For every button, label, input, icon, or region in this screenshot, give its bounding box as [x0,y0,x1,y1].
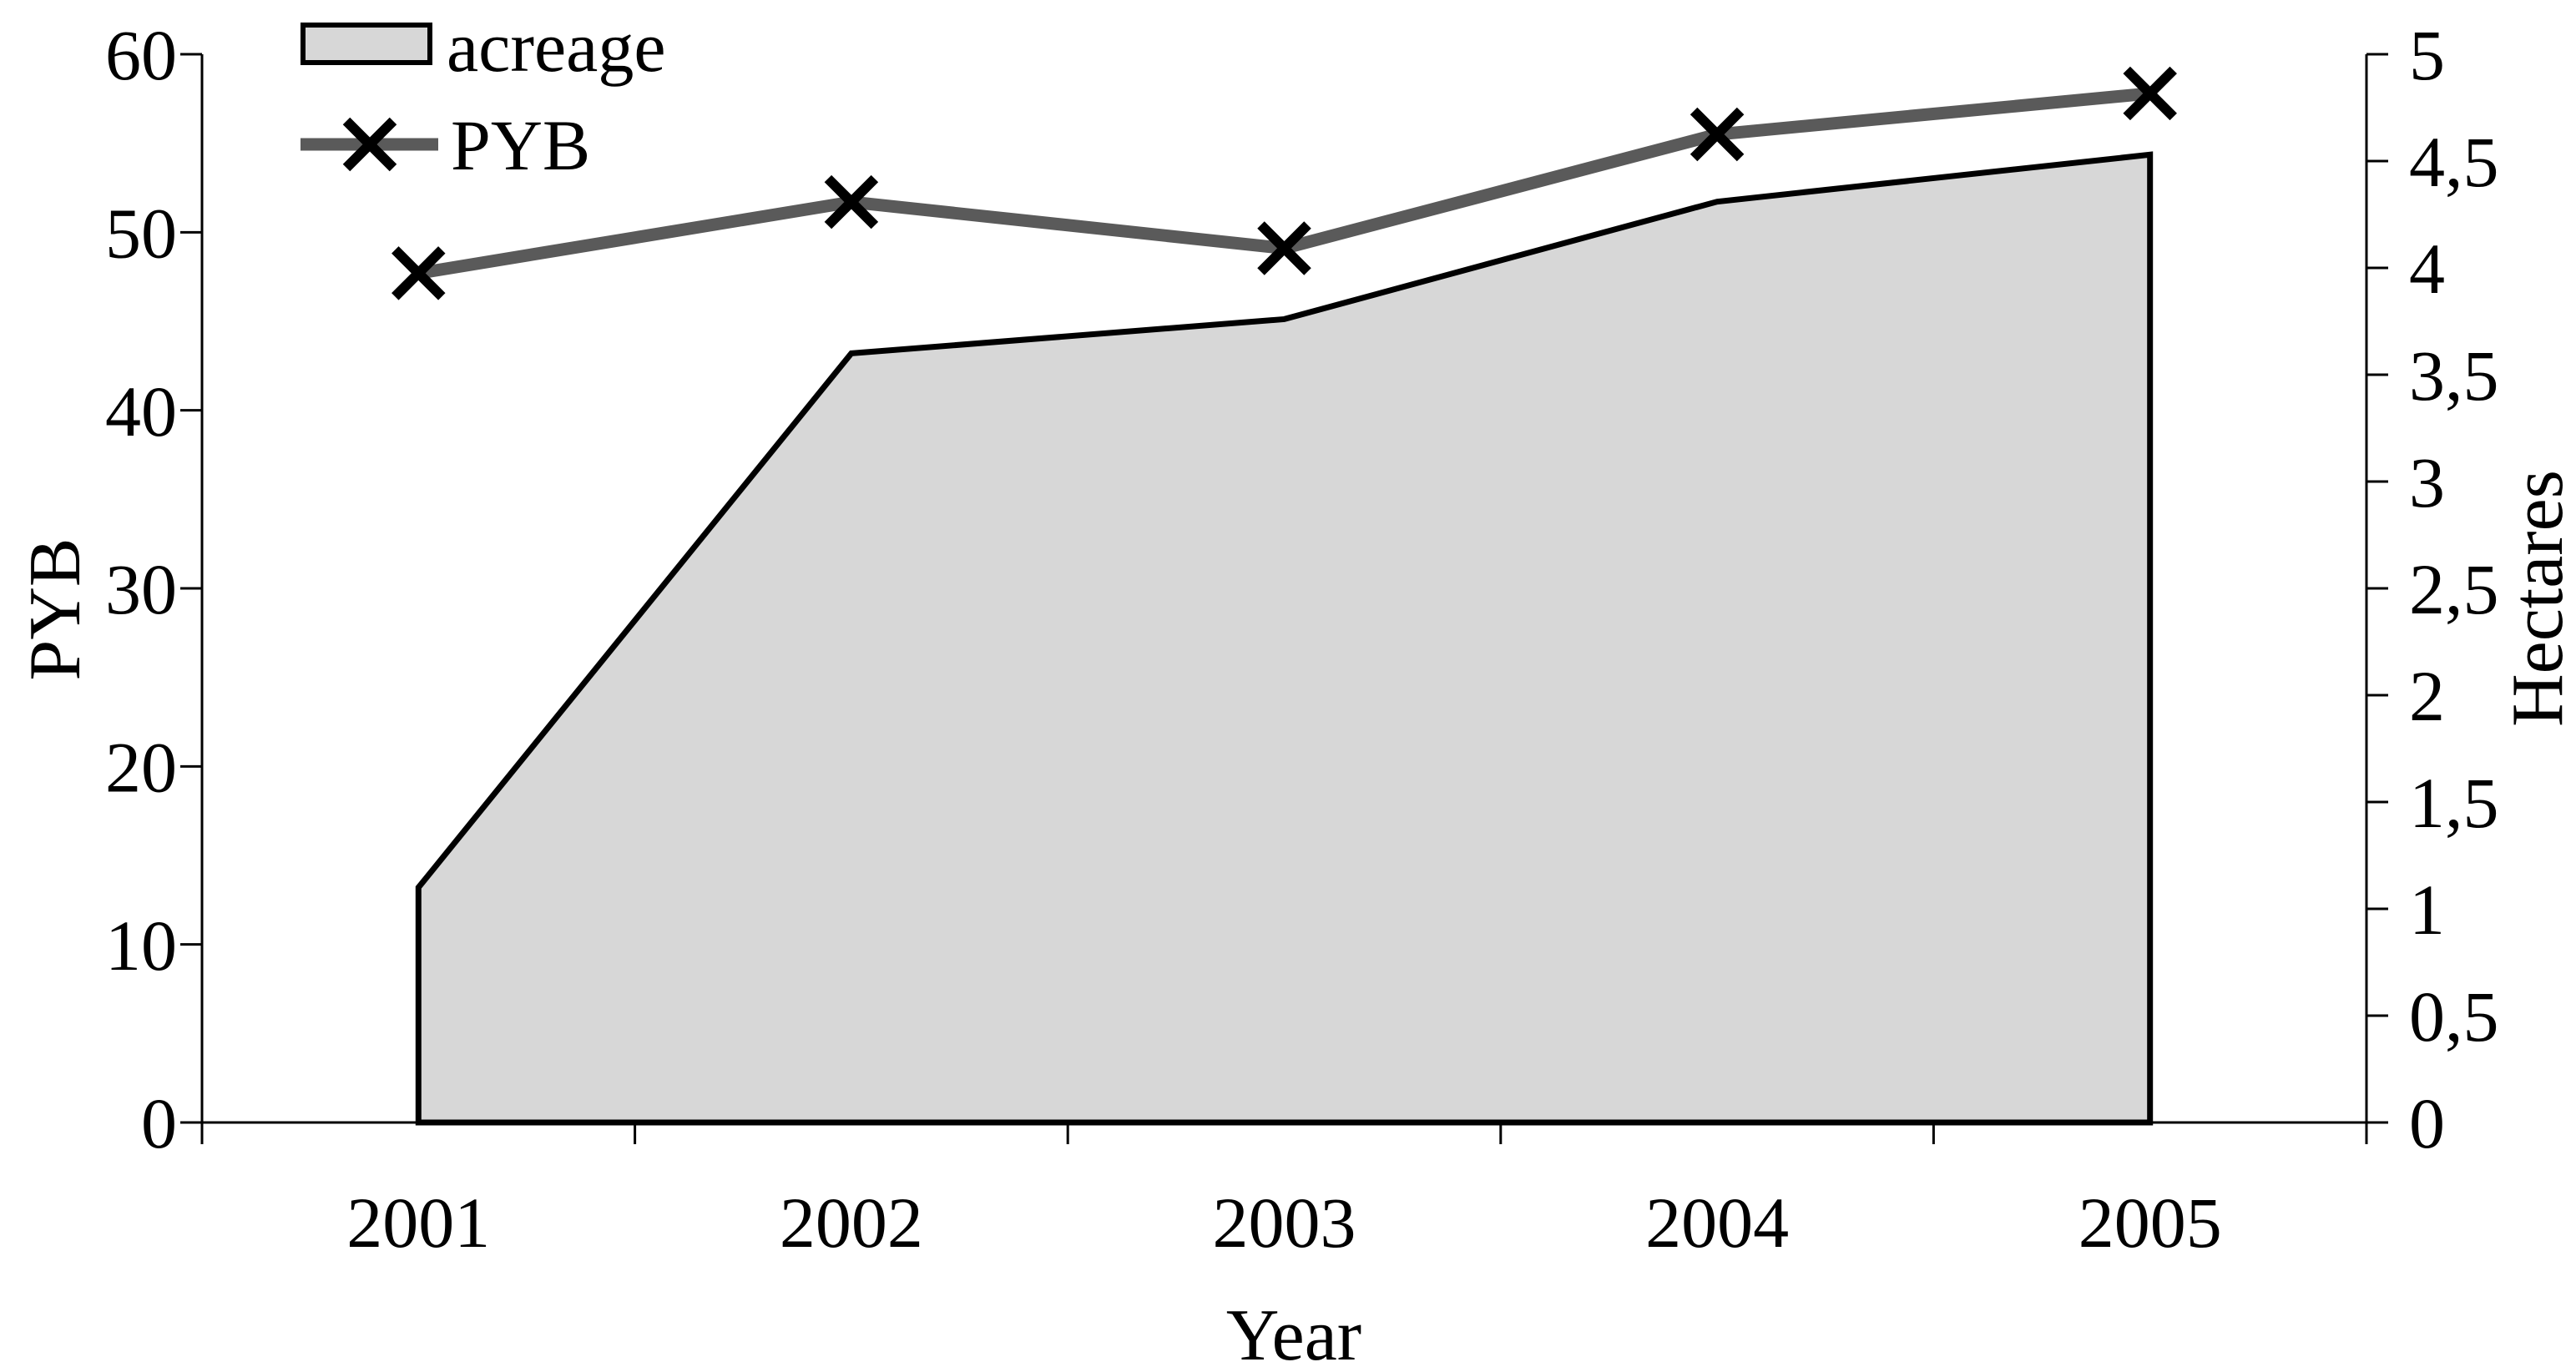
right-axis-tick-label-10: 5 [2409,15,2445,95]
left-axis-title: PYB [15,537,96,680]
acreage-area-series [415,151,2154,1126]
right-axis-tick-label-6: 3 [2409,442,2445,522]
pyb-x-marker-2005 [2123,66,2177,121]
right-axis-tick-label-9: 4,5 [2409,122,2499,202]
right-axis-tick-label-4: 2 [2409,656,2445,736]
legend-pyb-x-marker-icon [342,117,397,172]
left-axis-tick-label-5: 50 [105,193,177,273]
left-axis-tick-label-6: 60 [105,15,177,95]
pyb-x-marker-2002-stroke-b [824,174,879,230]
legend-acreage-label: acreage [447,7,666,87]
titles-group: PYB Hectares Year [15,470,2576,1362]
right-axis-tick-label-0: 0 [2409,1083,2445,1163]
pyb-x-marker-2005-stroke-b [2123,66,2177,121]
category-label-2003: 2003 [1213,1183,1356,1263]
pyb-x-marker-2004-stroke-b [1690,107,1745,162]
legend-pyb-label: PYB [451,105,590,185]
right-axis-tick-label-3: 1,5 [2409,763,2499,843]
left-axis-tick-label-3: 30 [105,549,177,629]
pyb-x-marker-2003 [1257,221,1311,275]
pyb-x-marker-2001-stroke-b [391,246,446,300]
area-series-group [415,151,2154,1126]
x-axis-title: Year [1226,1295,1361,1362]
left-axis-tick-label-0: 0 [141,1083,177,1163]
legend: acreage PYB [301,7,666,185]
pyb-x-marker-2001 [391,246,446,300]
right-axis-tick-label-7: 3,5 [2409,335,2499,416]
right-axis-title: Hectares [2498,470,2576,727]
category-label-2002: 2002 [780,1183,923,1263]
axes-group [180,53,2388,1144]
right-axis-tick-label-1: 0,5 [2409,976,2499,1057]
pyb-x-marker-2003-stroke-b [1257,221,1311,275]
left-axis-tick-label-4: 40 [105,371,177,451]
legend-acreage-swatch-icon [301,23,432,65]
left-axis-tick-label-2: 20 [105,727,177,807]
line-series-group [391,66,2177,300]
left-axis-tick-label-1: 10 [105,905,177,986]
right-axis-tick-label-2: 1 [2409,870,2445,950]
pyb-x-marker-2004 [1690,107,1745,162]
category-label-2004: 2004 [1645,1183,1789,1263]
legend-pyb-x-marker-icon-stroke-b [342,117,397,172]
right-axis-tick-label-8: 4 [2409,229,2445,309]
pyb-x-marker-2002 [824,174,879,230]
right-axis-tick-label-5: 2,5 [2409,549,2499,629]
tick-labels-group: 0 10 20 30 40 50 60 0 0,5 1 1,5 2 2,5 3 3,5 4 4,5 5 2001 20… [105,15,2499,1263]
category-label-2001: 2001 [346,1183,490,1263]
category-label-2005: 2005 [2078,1183,2222,1263]
